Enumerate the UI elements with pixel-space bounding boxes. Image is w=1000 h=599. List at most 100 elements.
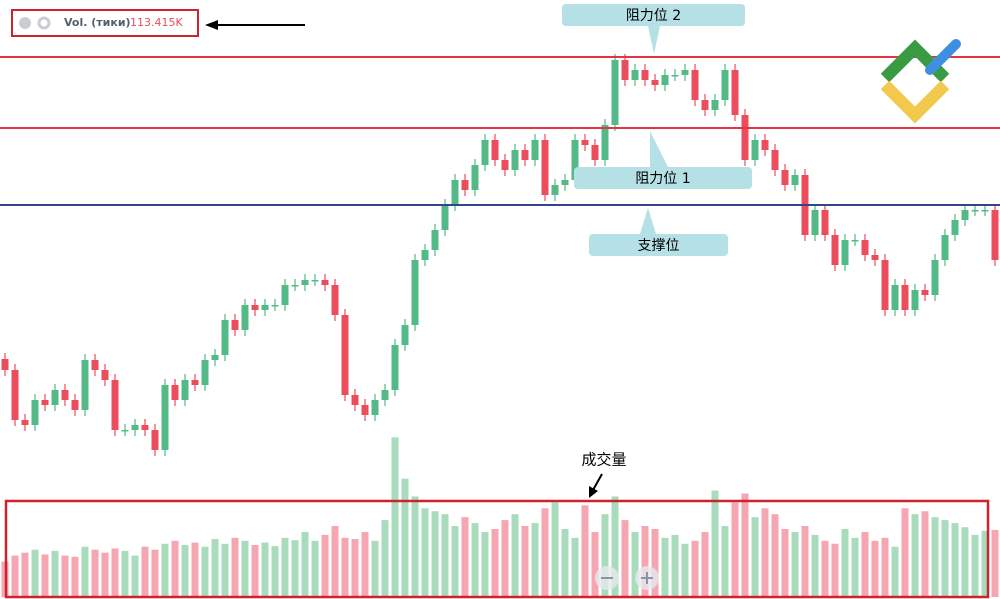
volume-bar xyxy=(291,540,299,597)
candle-body xyxy=(401,325,409,345)
callout-pointer xyxy=(640,208,656,234)
volume-bar xyxy=(981,530,989,597)
volume-bar xyxy=(411,496,419,597)
candle-body xyxy=(181,380,189,400)
volume-bar xyxy=(431,511,439,597)
candle-body xyxy=(931,260,939,295)
candle-body xyxy=(111,380,119,430)
candle-body xyxy=(611,60,619,125)
candle-body xyxy=(141,425,149,430)
candle-body xyxy=(231,320,239,330)
legend-box xyxy=(11,9,199,37)
volume-bar xyxy=(41,554,49,597)
candle-body xyxy=(61,390,69,400)
candle-body xyxy=(661,75,669,85)
candle-body xyxy=(851,240,859,242)
volume-bar xyxy=(301,531,309,597)
volume-bar xyxy=(61,555,69,597)
candle-body xyxy=(831,235,839,265)
volume-bar xyxy=(881,537,889,597)
volume-bar xyxy=(201,546,209,597)
candle-body xyxy=(621,60,629,80)
volume-bar xyxy=(991,529,999,597)
candle-body xyxy=(561,180,569,185)
candle-body xyxy=(121,430,129,432)
volume-bar xyxy=(311,540,319,597)
candle-body xyxy=(691,70,699,100)
candle-body xyxy=(11,370,19,420)
volume-bar xyxy=(91,549,99,597)
candle-body xyxy=(521,150,529,160)
candle-body xyxy=(51,390,59,405)
arrow-head xyxy=(589,486,598,498)
candle-body xyxy=(371,400,379,415)
volume-bar xyxy=(681,543,689,597)
volume-bar xyxy=(951,523,959,597)
volume-bar xyxy=(471,523,479,597)
candle-body xyxy=(901,285,909,310)
volume-bar xyxy=(931,517,939,597)
candle-body xyxy=(841,240,849,265)
candle-body xyxy=(411,260,419,325)
candle-body xyxy=(541,140,549,195)
candle-body xyxy=(591,145,599,160)
candle-body xyxy=(251,305,259,310)
candle-body xyxy=(511,150,519,170)
volume-bar xyxy=(331,526,339,597)
settings-icon[interactable] xyxy=(37,16,51,30)
candle-body xyxy=(891,285,899,310)
candle-body xyxy=(671,75,679,77)
volume-bar xyxy=(651,528,659,597)
volume-bar xyxy=(71,556,79,597)
volume-bar xyxy=(591,531,599,597)
candle-body xyxy=(791,175,799,185)
volume-bar xyxy=(21,552,29,597)
volume-bar xyxy=(491,528,499,597)
candle-body xyxy=(131,425,139,430)
volume-bar xyxy=(841,528,849,597)
candle-body xyxy=(971,210,979,212)
candle-body xyxy=(81,360,89,410)
volume-bar xyxy=(861,531,869,597)
candle-body xyxy=(571,140,579,180)
volume-bar xyxy=(251,544,259,597)
volume-bar xyxy=(271,546,279,597)
volume-bar xyxy=(581,505,589,597)
candle-body xyxy=(351,395,359,405)
candle-body xyxy=(761,140,769,150)
volume-bar xyxy=(631,531,639,597)
volume-bar xyxy=(371,540,379,597)
volume-bar xyxy=(261,542,269,597)
candle-body xyxy=(991,210,999,260)
volume-bar xyxy=(941,520,949,597)
volume-box xyxy=(4,499,990,599)
candle-body xyxy=(201,360,209,385)
volume-bar xyxy=(211,539,219,597)
candle-body xyxy=(391,345,399,390)
volume-bar xyxy=(901,508,909,597)
callout-pointer xyxy=(648,26,660,54)
candle-body xyxy=(161,385,169,450)
candle-body xyxy=(861,240,869,255)
candle-body xyxy=(451,180,459,205)
candle-body xyxy=(91,360,99,370)
candle-body xyxy=(361,405,369,415)
volume-bar xyxy=(911,514,919,597)
level-label: 阻力位 2 xyxy=(626,8,681,24)
close-icon[interactable] xyxy=(19,17,31,29)
volume-bar xyxy=(601,514,609,597)
volume-bar xyxy=(461,517,469,597)
candle-body xyxy=(271,305,279,307)
candle-body xyxy=(751,140,759,160)
level-label: 支撑位 xyxy=(638,238,680,254)
candle-body xyxy=(951,220,959,235)
volume-bar xyxy=(241,540,249,597)
volume-bar xyxy=(811,534,819,597)
volume-bar xyxy=(31,549,39,597)
volume-bar xyxy=(111,548,119,597)
volume-bar xyxy=(131,555,139,597)
arrow xyxy=(592,473,603,491)
volume-bar xyxy=(161,543,169,597)
candle-body xyxy=(421,250,429,260)
